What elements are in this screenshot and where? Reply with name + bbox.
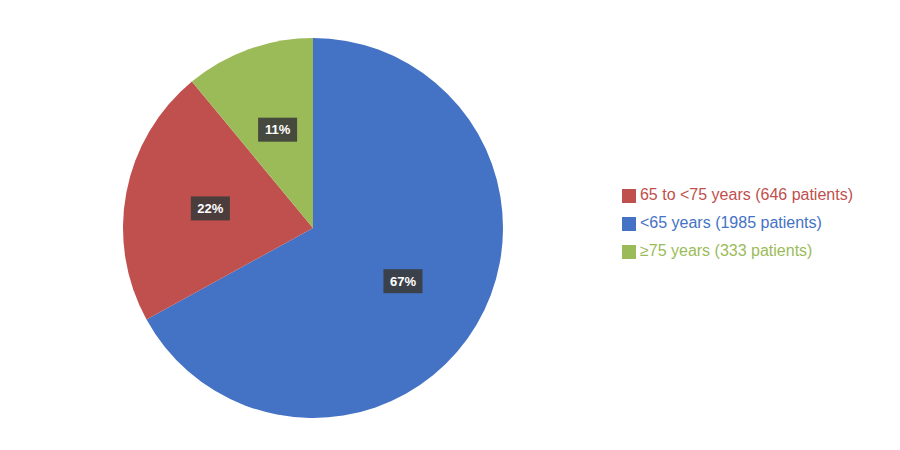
html-text:65 to <75 years (646 patients): 65 to <75 years (646 patients) [640,186,853,203]
svg-text:11%: 11% [265,122,291,137]
html-text:<65 years (1985 patients): <65 years (1985 patients) [640,214,822,231]
svg-text:22%: 22% [197,201,223,216]
svg-text:67%: 67% [390,274,416,289]
html-text:≥75 years (333 patients): ≥75 years (333 patients) [640,242,813,259]
